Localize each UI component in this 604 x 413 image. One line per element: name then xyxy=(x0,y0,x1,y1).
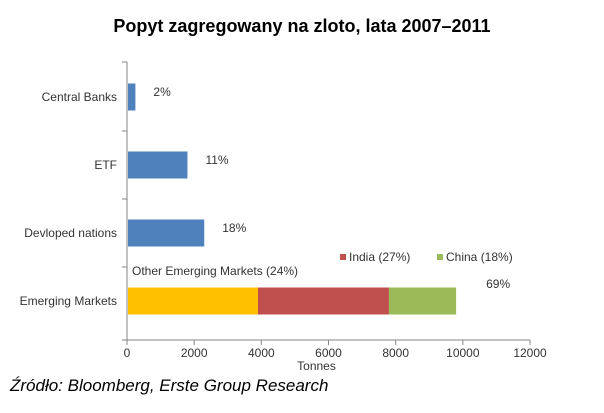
category-label: Emerging Markets xyxy=(20,294,117,308)
x-axis-label: Tonnes xyxy=(297,359,336,373)
x-tick-label: 8000 xyxy=(382,346,409,360)
legend-entry: China (18%) xyxy=(446,250,513,264)
x-tick-label: 2000 xyxy=(181,346,208,360)
bar xyxy=(128,151,188,179)
data-labels: 2% 11% 18% 69% xyxy=(153,85,510,291)
legend-swatch xyxy=(437,254,443,260)
x-tick-label: 12000 xyxy=(513,346,547,360)
category-label: Central Banks xyxy=(42,90,117,104)
chart-legend: Other Emerging Markets (24%) India (27%) C… xyxy=(132,250,513,278)
x-tick-label: 0 xyxy=(124,346,131,360)
bar-segment xyxy=(388,287,457,315)
x-tick-label: 6000 xyxy=(315,346,342,360)
data-label: 69% xyxy=(486,277,510,291)
data-label: 2% xyxy=(153,85,171,99)
bar xyxy=(128,219,205,247)
legend-entry: Other Emerging Markets (24%) xyxy=(132,264,298,278)
category-label: Devloped nations xyxy=(24,226,117,240)
chart-axes xyxy=(122,61,531,345)
chart-title: Popyt zagregowany na zloto, lata 2007–20… xyxy=(113,16,491,36)
data-label: 11% xyxy=(205,153,228,167)
bar-segment xyxy=(257,287,389,315)
category-labels: Central Banks ETF Devloped nations Emerging… xyxy=(20,90,117,308)
x-tick-label: 10000 xyxy=(446,346,480,360)
bar xyxy=(128,83,136,111)
chart-bars xyxy=(128,83,457,315)
legend-entry: India (27%) xyxy=(349,250,410,264)
legend-swatch xyxy=(340,254,346,260)
data-label: 18% xyxy=(222,221,246,235)
x-tick-label: 4000 xyxy=(248,346,275,360)
source-note: Źródło: Bloomberg, Erste Group Research xyxy=(10,376,329,395)
x-tick-labels: 0 2000 4000 6000 8000 10000 12000 xyxy=(124,346,547,360)
bar-segment xyxy=(128,287,258,315)
category-label: ETF xyxy=(94,158,117,172)
